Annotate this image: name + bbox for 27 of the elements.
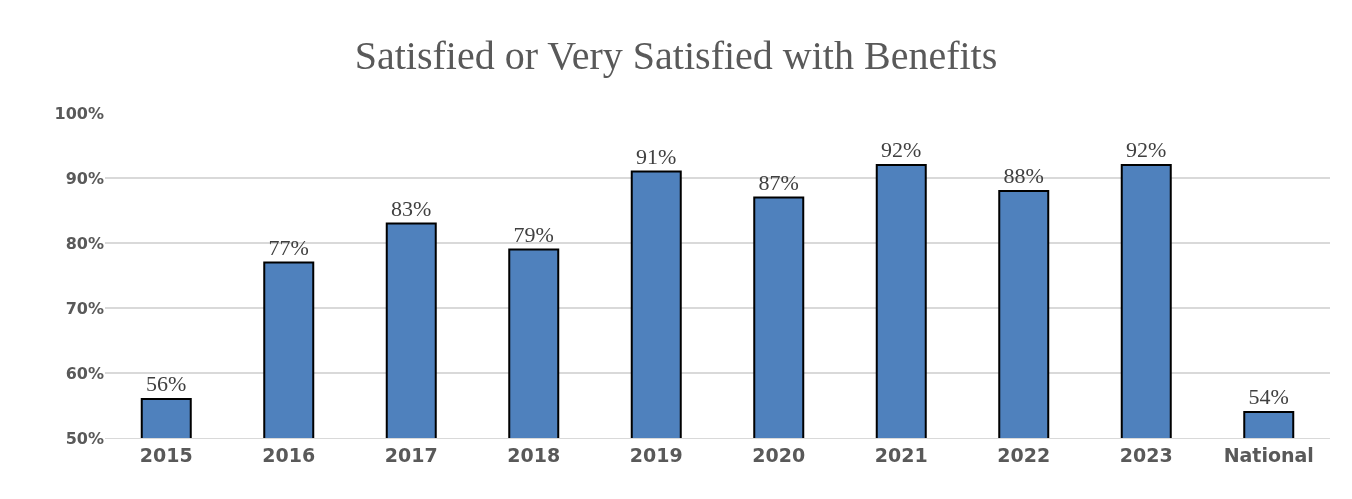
y-tick-label: 70% xyxy=(65,298,104,318)
x-tick-label: 2015 xyxy=(139,443,193,466)
data-label: 92% xyxy=(881,137,922,162)
x-tick-label: 2016 xyxy=(262,443,316,466)
x-tick-label: 2023 xyxy=(1119,443,1173,466)
y-tick-label: 80% xyxy=(65,233,104,253)
data-label: 79% xyxy=(513,221,554,247)
data-label: 87% xyxy=(758,169,799,195)
x-tick-label: 2020 xyxy=(752,443,806,466)
y-tick-label: 60% xyxy=(65,363,104,383)
x-tick-label: 2019 xyxy=(629,443,683,466)
x-tick-label: 2022 xyxy=(997,443,1051,466)
data-label: 54% xyxy=(1248,384,1289,409)
data-label: 56% xyxy=(146,371,187,396)
x-tick-label: 2021 xyxy=(874,443,928,466)
data-label: 88% xyxy=(1003,163,1044,188)
y-tick-label: 100% xyxy=(54,103,104,123)
y-tick-label: 50% xyxy=(65,428,104,448)
data-label: 77% xyxy=(268,234,309,260)
y-tick-label: 90% xyxy=(65,168,104,188)
x-tick-label: National xyxy=(1223,443,1314,466)
x-tick-label: 2017 xyxy=(384,443,438,466)
data-label: 91% xyxy=(636,143,677,169)
chart-title: Satisfied or Very Satisfied with Benefits xyxy=(354,32,998,78)
x-tick-label: 2018 xyxy=(507,443,561,466)
data-label: 83% xyxy=(391,195,432,221)
data-label: 92% xyxy=(1126,137,1167,162)
